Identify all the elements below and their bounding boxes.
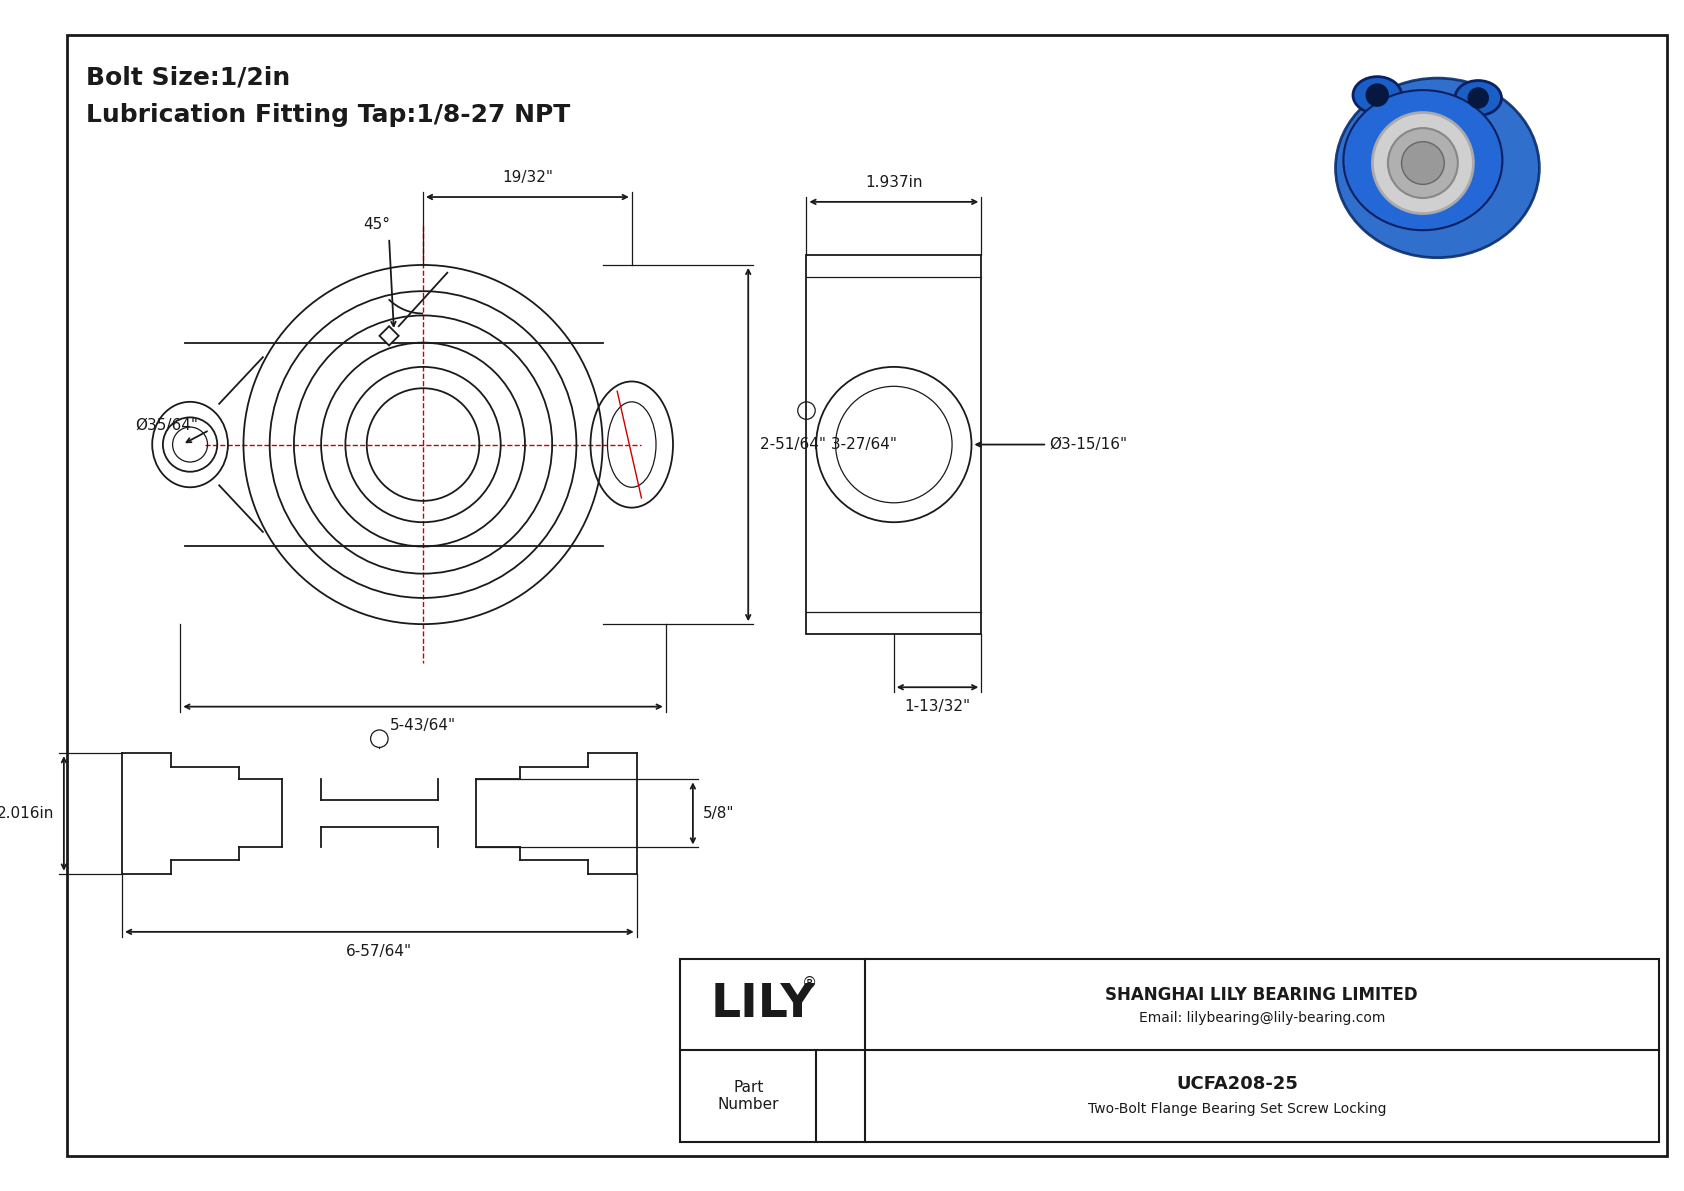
- Text: 2.016in: 2.016in: [0, 806, 54, 821]
- Text: Part
Number: Part Number: [717, 1080, 780, 1112]
- Polygon shape: [379, 326, 399, 345]
- Text: 45°: 45°: [364, 217, 391, 232]
- Ellipse shape: [1455, 81, 1502, 116]
- Text: Email: lilybearing@lily-bearing.com: Email: lilybearing@lily-bearing.com: [1138, 1011, 1384, 1025]
- Text: 1.937in: 1.937in: [866, 175, 923, 191]
- Circle shape: [1401, 142, 1445, 185]
- Text: Ø35/64": Ø35/64": [135, 418, 197, 432]
- Text: 6-57/64": 6-57/64": [347, 943, 413, 959]
- Text: Bolt Size:1/2in: Bolt Size:1/2in: [86, 66, 290, 91]
- Bar: [807, 255, 982, 634]
- Circle shape: [1367, 85, 1388, 106]
- Circle shape: [370, 730, 387, 748]
- Circle shape: [1372, 113, 1474, 213]
- Ellipse shape: [1335, 79, 1539, 257]
- Bar: [680, 959, 1659, 1141]
- Text: 2-51/64" 3-27/64": 2-51/64" 3-27/64": [759, 437, 898, 453]
- Text: Ø3-15/16": Ø3-15/16": [1049, 437, 1127, 453]
- Ellipse shape: [1344, 91, 1502, 230]
- Text: LILY: LILY: [711, 983, 815, 1027]
- Text: Lubrication Fitting Tap:1/8-27 NPT: Lubrication Fitting Tap:1/8-27 NPT: [86, 102, 571, 127]
- Circle shape: [1388, 129, 1458, 198]
- Text: UCFA208-25: UCFA208-25: [1177, 1075, 1298, 1093]
- Text: Two-Bolt Flange Bearing Set Screw Locking: Two-Bolt Flange Bearing Set Screw Lockin…: [1088, 1102, 1386, 1116]
- Text: 5-43/64": 5-43/64": [391, 718, 456, 734]
- Text: 19/32": 19/32": [502, 170, 552, 186]
- Text: SHANGHAI LILY BEARING LIMITED: SHANGHAI LILY BEARING LIMITED: [1105, 986, 1418, 1004]
- Text: 1-13/32": 1-13/32": [904, 699, 970, 713]
- Text: 5/8": 5/8": [702, 806, 734, 821]
- Text: ®: ®: [802, 975, 817, 991]
- Circle shape: [1468, 88, 1489, 107]
- Ellipse shape: [1352, 76, 1401, 113]
